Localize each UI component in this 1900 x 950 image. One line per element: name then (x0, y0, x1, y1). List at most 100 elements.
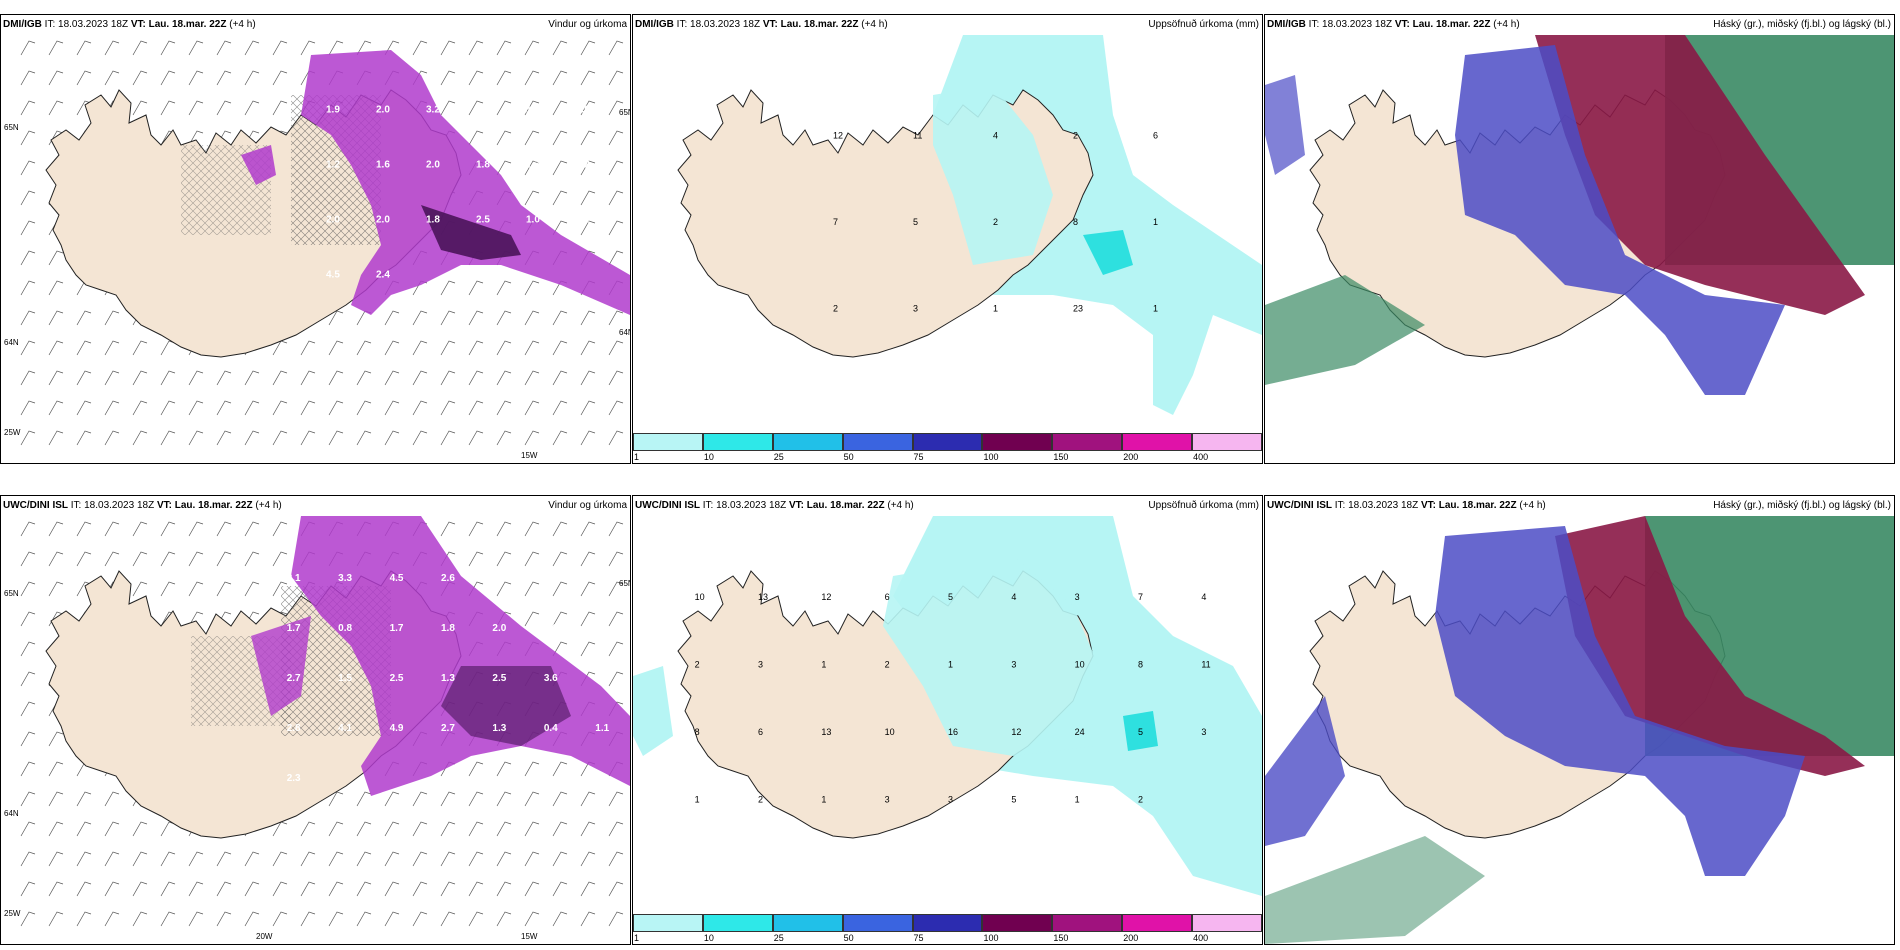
value-label: 2.5 (492, 673, 506, 684)
wind-barb (160, 581, 176, 597)
wind-barb (188, 100, 204, 116)
value-label: 1.3 (492, 723, 506, 734)
wind-barb (524, 340, 540, 356)
wind-barb (272, 881, 288, 897)
lead-time: (+4 h) (887, 500, 914, 511)
wind-barb (608, 250, 624, 266)
wind-barb (608, 671, 624, 687)
wind-barb (160, 70, 176, 86)
wind-barb (468, 100, 484, 116)
wind-barb (20, 70, 36, 86)
wind-barb (608, 100, 624, 116)
precip-map: 10 13 12 6 5 4 3 7 4 2 3 1 2 1 3 10 8 11 8 6 13 10 16 12 24 5 3 1 2 1… (633, 516, 1262, 914)
legend-label: 25 (773, 452, 784, 462)
value-label: 3 (1075, 592, 1080, 602)
value-label: 3 (1011, 659, 1016, 669)
axis-label: 65N (4, 589, 19, 598)
wind-barb (104, 911, 120, 927)
precip-values: 12 11 4 2 67 5 2 8 12 3 1 23 1 (833, 130, 1158, 313)
wind-barb (328, 400, 344, 416)
wind-barb (496, 400, 512, 416)
wind-barb (272, 851, 288, 867)
value-label: 2.8 (287, 723, 301, 734)
valid-time: VT: Lau. 18.mar. 22Z (130, 19, 227, 30)
wind-barb (48, 731, 64, 747)
wind-barb (272, 430, 288, 446)
legend-swatch (982, 914, 1053, 932)
wind-barb (20, 791, 36, 807)
wind-barb (48, 280, 64, 296)
wind-barb (496, 160, 512, 176)
value-label: 3 (758, 659, 763, 669)
value-label: 6 (1153, 130, 1158, 140)
wind-barb (104, 400, 120, 416)
value-label: 3 (885, 794, 890, 804)
valid-time: VT: Lau. 18.mar. 22Z (156, 500, 253, 511)
wind-barb (608, 611, 624, 627)
wind-barb (496, 521, 512, 537)
wind-barb (216, 521, 232, 537)
wind-barb (132, 581, 148, 597)
wind-barb (20, 340, 36, 356)
init-time: IT: 18.03.2023 18Z (70, 500, 155, 511)
wind-barb (48, 761, 64, 777)
wind-barb (496, 280, 512, 296)
wind-barb (440, 851, 456, 867)
wind-barb (552, 551, 568, 567)
wind-barb (272, 370, 288, 386)
init-time: IT: 18.03.2023 18Z (702, 500, 787, 511)
axis-label: 65N (619, 579, 630, 588)
precip-map: 12 11 4 2 6 7 5 2 8 1 2 3 1 23 1 (633, 35, 1262, 433)
wind-barb (524, 611, 540, 627)
wind-barb (48, 250, 64, 266)
wind-barb (496, 370, 512, 386)
panel-header: DMI/IGB IT: 18.03.2023 18Z VT: Lau. 18.m… (1, 15, 630, 35)
wind-barb (524, 400, 540, 416)
wind-barb (440, 310, 456, 326)
wind-barb (552, 400, 568, 416)
value-label: 3.1 (492, 573, 506, 584)
legend-label: 100 (983, 933, 999, 943)
wind-barb (160, 551, 176, 567)
value-label: 2 (1138, 794, 1143, 804)
wind-barb (132, 430, 148, 446)
wind-barb (580, 130, 596, 146)
wind-barb (132, 821, 148, 837)
legend-label: 150 (1053, 933, 1069, 943)
wind-barb (20, 100, 36, 116)
wind-barb (48, 340, 64, 356)
value-label: 5 (913, 217, 918, 227)
wind-barb (300, 911, 316, 927)
wind-barb (160, 400, 176, 416)
wind-barb (496, 130, 512, 146)
value-label: 13 (821, 727, 831, 737)
legend-label: 10 (703, 452, 714, 462)
wind-barb (524, 761, 540, 777)
wind-barb (104, 551, 120, 567)
wind-barb (356, 430, 372, 446)
wind-barb (272, 551, 288, 567)
value-label: 1.2 (576, 160, 590, 171)
value-label: 23 (1073, 304, 1083, 314)
wind-barb (160, 40, 176, 56)
wind-barb (20, 521, 36, 537)
legend-swatch (842, 433, 913, 451)
wind-barb (440, 70, 456, 86)
wind-barb (328, 370, 344, 386)
value-label: 5 (1011, 794, 1016, 804)
wind-barb (20, 40, 36, 56)
wind-barb (496, 851, 512, 867)
wind-barb (48, 40, 64, 56)
value-label: 1.1 (595, 723, 609, 734)
wind-barb (552, 430, 568, 446)
wind-barb (272, 581, 288, 597)
wind-barb (244, 100, 260, 116)
wind-barb (328, 911, 344, 927)
legend-swatch (772, 433, 843, 451)
value-label: 4.1 (576, 215, 590, 226)
wind-barb (188, 611, 204, 627)
wind-barb (76, 310, 92, 326)
wind-barb (412, 881, 428, 897)
value-label: 12 (1011, 727, 1021, 737)
wind-barb (244, 370, 260, 386)
